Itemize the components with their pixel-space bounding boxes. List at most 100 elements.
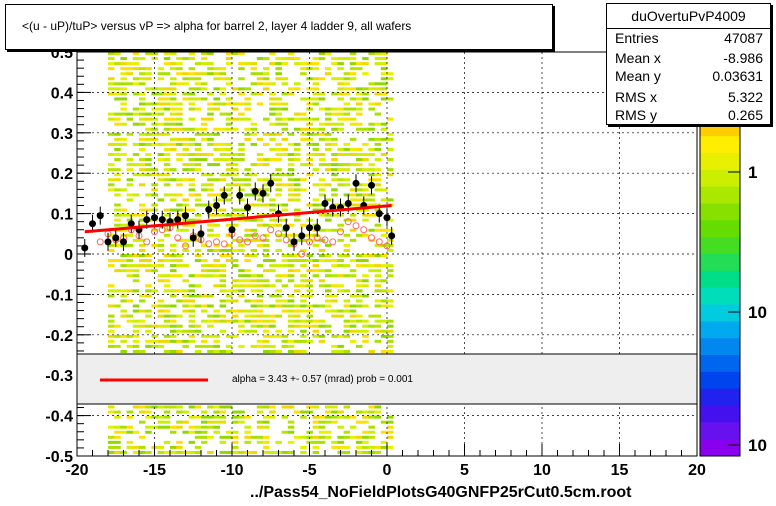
data-point [197,230,205,238]
density-cell [170,52,177,55]
density-cell [201,304,208,308]
density-cell [300,264,307,268]
density-cell [201,259,208,263]
density-cell [374,284,382,288]
density-cell [343,233,351,237]
x-tick-label: -5 [302,462,316,479]
density-cell [132,163,140,167]
density-cell [269,349,276,353]
density-cell [325,67,332,71]
density-cell [312,198,320,202]
density-cell [188,223,196,227]
density-cell [163,309,171,313]
density-cell [337,107,344,111]
density-cell [263,57,270,61]
density-cell [126,132,134,136]
density-cell [356,254,363,257]
density-cell [275,67,282,71]
density-cell [250,233,258,237]
density-cell [281,284,289,288]
density-cell [318,92,326,96]
density-cell [114,304,121,308]
density-cell [163,208,171,212]
density-cell [163,52,171,55]
density-cell [232,264,239,268]
density-cell [387,425,394,429]
density-cell [325,420,332,424]
density-cell [188,72,196,76]
density-cell [287,92,295,96]
density-cell [256,319,264,323]
density-cell [108,142,115,146]
density-cell [349,314,357,318]
density-cell [151,339,158,343]
density-cell [232,410,239,414]
density-cell [201,82,208,86]
density-cell [114,137,121,141]
density-cell [287,117,295,121]
density-cell [225,259,233,263]
density-cell [306,289,313,293]
density-cell [176,107,183,111]
density-cell [163,142,171,146]
density-cell [188,87,196,91]
density-cell [380,299,388,303]
density-cell [331,127,338,131]
density-cell [120,137,127,141]
density-cell [380,137,388,141]
chart-title: <(u - uP)/tuP> versus vP => alpha for ba… [22,19,412,33]
density-cell [108,259,115,263]
density-cell [176,102,183,106]
density-cell [281,203,289,207]
density-cell [163,274,171,278]
density-cell [225,112,233,116]
density-cell [225,309,233,313]
density-cell [163,339,171,343]
density-cell [139,299,146,303]
density-cell [182,299,189,303]
density-cell [325,294,332,298]
density-cell [120,72,127,76]
density-cell [263,188,270,192]
density-cell [188,440,196,444]
density-cell [182,243,189,247]
density-cell [380,304,388,308]
density-cell [188,208,196,212]
density-cell [219,269,227,273]
density-cell [250,122,258,126]
density-cell [170,117,177,121]
density-cell [356,67,363,71]
density-cell [207,334,214,338]
color-scale-label: 10 [748,436,767,455]
density-cell [256,102,264,106]
density-cell [151,264,158,268]
density-cell [362,304,369,308]
density-cell [380,420,388,424]
density-cell [207,112,214,116]
density-cell [368,264,375,268]
density-cell [380,319,388,323]
density-cell [163,178,171,182]
density-cell [114,344,121,348]
density-cell [337,259,344,263]
density-cell [182,289,189,293]
density-cell [300,238,307,242]
density-cell [108,405,115,409]
density-cell [207,117,214,121]
density-cell [349,87,357,91]
open-marker [282,236,290,244]
density-cell [263,142,270,146]
density-cell [163,284,171,288]
density-cell [219,67,227,71]
density-cell [374,304,382,308]
density-cell [287,269,295,273]
density-cell [312,304,320,308]
density-cell [380,77,388,81]
density-cell [201,57,208,61]
density-cell [306,107,313,111]
density-cell [275,248,282,252]
density-cell [132,344,140,348]
density-cell [126,218,134,222]
density-cell [256,405,264,409]
density-cell [294,259,301,263]
